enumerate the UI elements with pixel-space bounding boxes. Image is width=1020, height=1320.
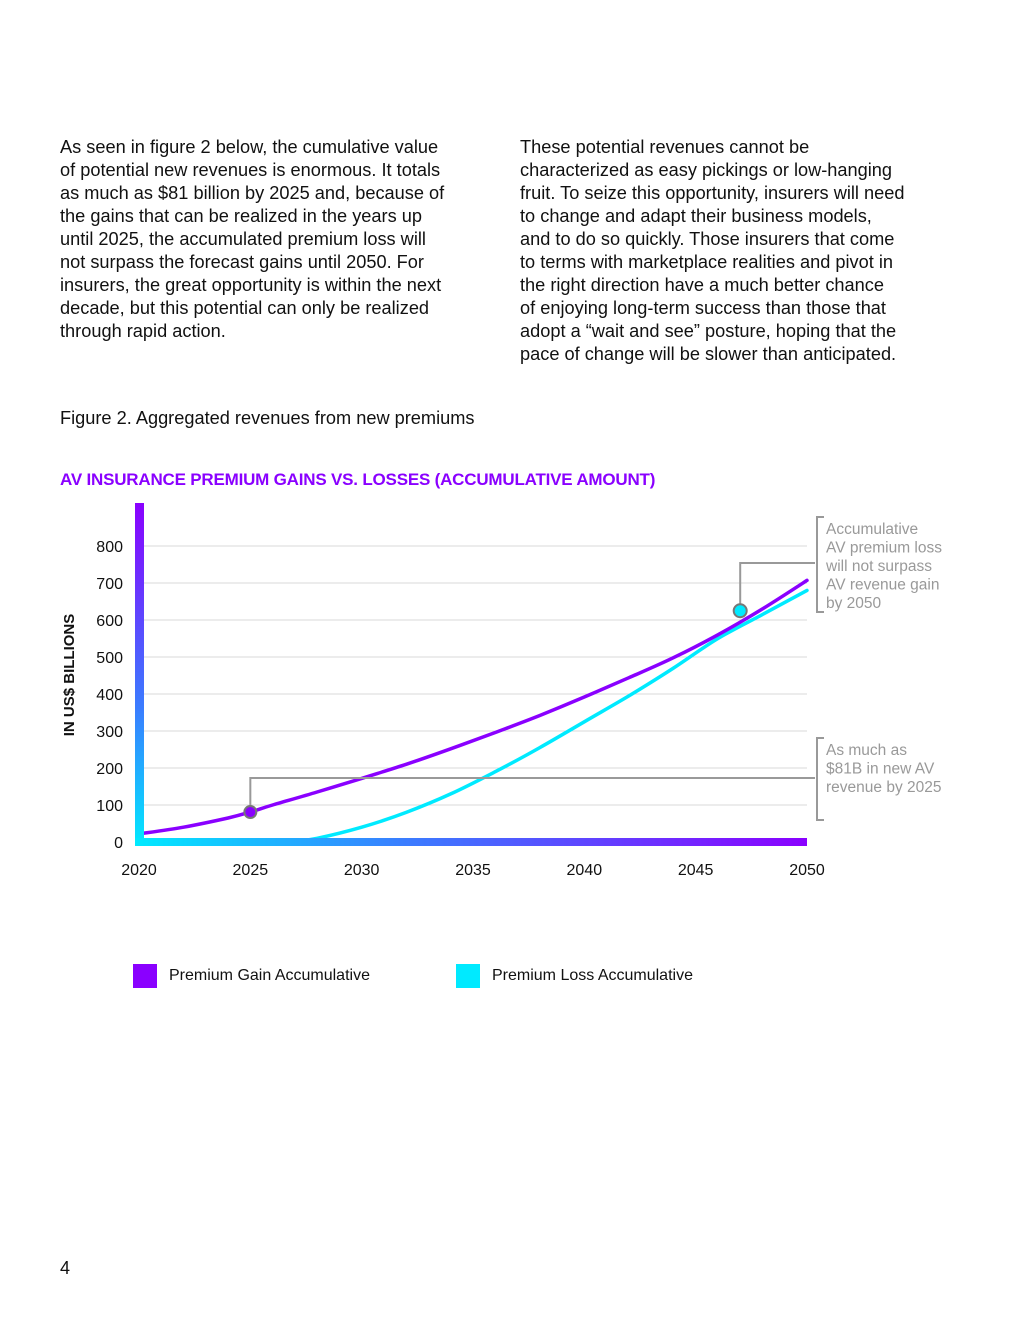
y-tick-label: 800	[96, 539, 123, 556]
y-tick-label: 0	[114, 835, 123, 852]
body-line: decade, but this potential can only be r…	[60, 298, 430, 318]
annotation-text: As much as	[826, 742, 907, 759]
y-axis-label: IN US$ BILLIONS	[61, 614, 78, 737]
body-line: insurers, the great opportunity is withi…	[60, 275, 442, 295]
legend-label-loss: Premium Loss Accumulative	[492, 967, 693, 984]
body-line: As seen in figure 2 below, the cumulativ…	[60, 137, 439, 157]
y-tick-label: 200	[96, 761, 123, 778]
annotation-text: $81B in new AV	[826, 761, 935, 778]
x-tick-label: 2030	[344, 862, 380, 879]
body-column-right: These potential revenues cannot be chara…	[520, 136, 960, 366]
body-line: the right direction have a much better c…	[520, 275, 884, 295]
body-line: through rapid action.	[60, 321, 226, 341]
body-line: until 2025, the accumulated premium loss…	[60, 229, 426, 249]
y-tick-label: 300	[96, 724, 123, 741]
legend-item-gain: Premium Gain Accumulative	[133, 963, 370, 989]
annotation-leader-line	[739, 562, 815, 611]
annotation-text: AV premium loss	[826, 540, 942, 557]
y-tick-label: 500	[96, 650, 123, 667]
legend-label-gain: Premium Gain Accumulative	[169, 967, 370, 984]
y-tick-label: 700	[96, 576, 123, 593]
y-axis-line	[135, 503, 144, 846]
axes	[135, 503, 807, 846]
annotation-bracket	[816, 737, 824, 821]
body-line: not surpass the forecast gains until 205…	[60, 252, 424, 272]
markers	[243, 603, 748, 820]
y-tick-label: 400	[96, 687, 123, 704]
x-tick-label: 2050	[789, 862, 825, 879]
body-line: characterized as easy pickings or low-ha…	[520, 160, 893, 180]
tick-labels: 0 100 200 300 400 500 600 700 800 2020 2025 2030 203…	[96, 539, 825, 879]
loss-series-line	[137, 588, 809, 844]
x-tick-label: 2045	[678, 862, 714, 879]
annotation-text: will not surpass	[825, 558, 932, 575]
x-tick-label: 2025	[233, 862, 269, 879]
body-line: of enjoying long-term success than those…	[520, 298, 886, 318]
y-tick-label: 600	[96, 613, 123, 630]
body-line: as much as $81 billion by 2025 and, beca…	[60, 183, 445, 203]
annotation-text: revenue by 2025	[826, 779, 941, 796]
body-line: and to do so quickly. Those insurers tha…	[520, 229, 895, 249]
legend-item-loss: Premium Loss Accumulative	[456, 963, 693, 989]
annotation-text: by 2050	[826, 595, 882, 612]
body-line: of potential new revenues is enormous. I…	[60, 160, 441, 180]
body-line: to terms with marketplace realities and …	[520, 252, 894, 272]
body-line: fruit. To seize this opportunity, insure…	[520, 183, 905, 203]
gridlines	[139, 545, 807, 806]
annotation-text: Accumulative	[826, 521, 918, 538]
body-line: These potential revenues cannot be	[520, 137, 810, 157]
chart-title: AV INSURANCE PREMIUM GAINS VS. LOSSES (A…	[60, 470, 656, 489]
body-line: pace of change will be slower than antic…	[520, 344, 897, 364]
marker-point	[732, 603, 748, 619]
page-number: 4	[60, 1258, 71, 1278]
x-axis-line	[135, 838, 807, 846]
gain-series-line	[137, 578, 809, 836]
annotation-text: AV revenue gain	[826, 577, 939, 594]
y-tick-label: 100	[96, 798, 123, 815]
legend-swatch-loss	[456, 964, 480, 988]
x-tick-label: 2035	[455, 862, 491, 879]
x-tick-label: 2040	[567, 862, 603, 879]
x-tick-label: 2020	[121, 862, 157, 879]
annotation-leader-line	[249, 777, 815, 813]
figure-caption: Figure 2. Aggregated revenues from new p…	[60, 408, 475, 428]
body-line: the gains that can be realized in the ye…	[60, 206, 422, 226]
body-line: to change and adapt their business model…	[520, 206, 872, 226]
annotation-bracket	[816, 516, 824, 613]
marker-point	[243, 805, 258, 820]
legend-swatch-gain	[133, 964, 157, 988]
body-line: adopt a “wait and see” posture, hoping t…	[520, 321, 897, 341]
body-column-left: As seen in figure 2 below, the cumulativ…	[60, 136, 500, 343]
